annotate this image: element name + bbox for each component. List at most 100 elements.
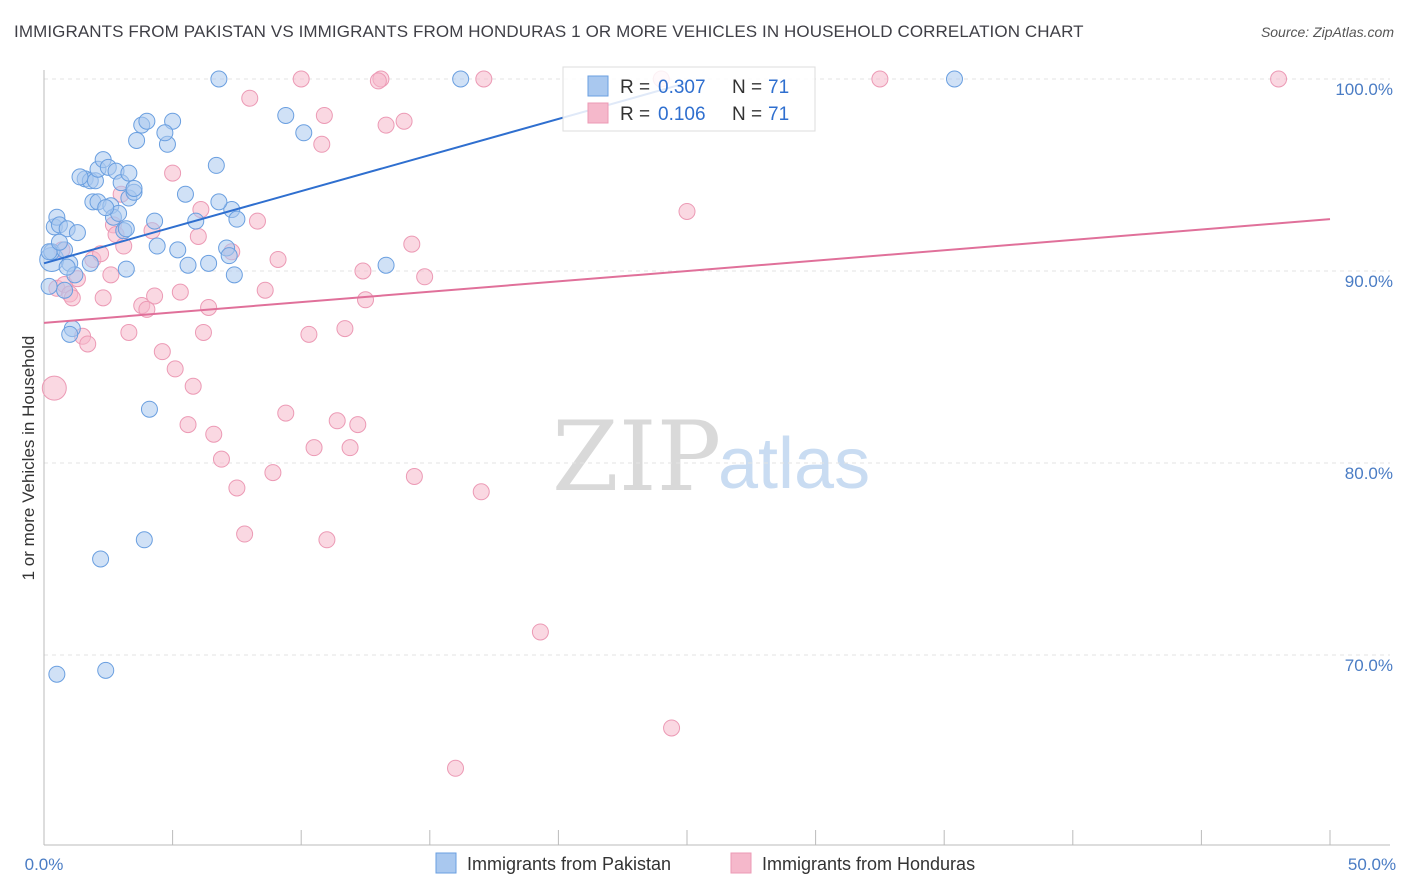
honduras-point [871, 70, 889, 88]
trend-line-honduras [43, 218, 1331, 324]
bottom-legend-swatch-pakistan [435, 852, 457, 874]
legend-swatch-honduras [587, 102, 609, 124]
pakistan-point [179, 256, 197, 274]
honduras-point [1270, 70, 1288, 88]
honduras-point [403, 235, 421, 253]
pakistan-point [56, 281, 74, 299]
honduras-point [269, 250, 287, 268]
pakistan-point [40, 277, 58, 295]
pakistan-point [220, 247, 238, 265]
legend-r-value-honduras: 0.106 [658, 104, 706, 125]
watermark-atlas: atlas [718, 424, 870, 504]
honduras-point [405, 467, 423, 485]
honduras-point [336, 320, 354, 338]
honduras-point [228, 479, 246, 497]
honduras-point [678, 202, 696, 220]
honduras-point [236, 525, 254, 543]
honduras-point [447, 759, 465, 777]
pakistan-point [228, 210, 246, 228]
honduras-point [313, 135, 331, 153]
y-axis-label: 1 or more Vehicles in Household [19, 336, 38, 581]
pakistan-point [176, 185, 194, 203]
honduras-point [292, 70, 310, 88]
honduras-point [318, 531, 336, 549]
pakistan-point [295, 124, 313, 142]
pakistan-point [48, 665, 66, 683]
honduras-point [248, 212, 266, 230]
honduras-point [153, 343, 171, 361]
pakistan-point [58, 258, 76, 276]
y-tick-label: 100.0% [1335, 80, 1393, 99]
y-tick-label: 70.0% [1345, 656, 1393, 675]
honduras-point [146, 287, 164, 305]
pakistan-point [200, 254, 218, 272]
honduras-point [120, 323, 138, 341]
pakistan-point [140, 400, 158, 418]
honduras-point [179, 416, 197, 434]
pakistan-point [135, 531, 153, 549]
honduras-point [200, 298, 218, 316]
honduras-point [305, 439, 323, 457]
honduras-point [212, 450, 230, 468]
pakistan-point [61, 325, 79, 343]
honduras-point [205, 425, 223, 443]
bottom-legend-label-pakistan: Immigrants from Pakistan [467, 854, 671, 874]
honduras-point [395, 112, 413, 130]
pakistan-point [97, 199, 115, 217]
pakistan-point [120, 164, 138, 182]
pakistan-point [156, 124, 174, 142]
honduras-point [277, 404, 295, 422]
pakistan-point [207, 156, 225, 174]
x-ticks [43, 830, 1331, 845]
honduras-point [472, 483, 490, 501]
honduras-point [369, 72, 387, 90]
pakistan-point [128, 131, 146, 149]
legend-r-label-honduras: R = [620, 104, 650, 125]
legend-n-value-honduras: 71 [768, 104, 789, 125]
pakistan-point [117, 220, 135, 238]
gridlines [44, 78, 1390, 656]
honduras-point [357, 291, 374, 309]
watermark-zip: ZIP [552, 401, 721, 513]
bottom-legend-label-honduras: Immigrants from Honduras [762, 854, 975, 874]
pakistan-point [68, 224, 86, 242]
pakistan-point [277, 106, 295, 124]
honduras-point [166, 360, 184, 378]
honduras-point [264, 464, 282, 482]
legend-r-label-pakistan: R = [620, 77, 650, 98]
legend-r-value-pakistan: 0.307 [658, 77, 706, 98]
honduras-point [171, 283, 189, 301]
pakistan-point [225, 266, 243, 284]
pakistan-point [210, 70, 228, 88]
pakistan-point [125, 179, 143, 197]
honduras-point [531, 623, 549, 641]
honduras-point [341, 439, 359, 457]
bottom-legend-swatch-honduras [730, 852, 752, 874]
watermark: ZIP atlas [552, 401, 870, 513]
honduras-point [416, 268, 434, 286]
honduras-point [194, 323, 212, 341]
pakistan-point [146, 212, 164, 230]
source-credit: Source: ZipAtlas.com [1260, 24, 1394, 40]
honduras-point [475, 70, 493, 88]
pakistan-point [71, 168, 89, 186]
honduras-point [164, 164, 182, 182]
pakistan-point [210, 193, 228, 211]
pakistan-point [50, 233, 68, 251]
pakistan-point [117, 260, 135, 278]
pakistan-point [452, 70, 470, 88]
honduras-point [41, 375, 67, 401]
honduras-point [79, 335, 97, 353]
chart-title: IMMIGRANTS FROM PAKISTAN VS IMMIGRANTS F… [14, 22, 1084, 41]
series-honduras-points [41, 70, 1288, 777]
bottom-legend: Immigrants from Pakistan Immigrants from… [435, 852, 975, 874]
honduras-point [663, 719, 681, 737]
honduras-point [349, 416, 367, 434]
legend-n-value-pakistan: 71 [768, 77, 789, 98]
x-tick-label-min: 0.0% [25, 855, 64, 874]
legend-swatch-pakistan [587, 75, 609, 97]
axes [43, 70, 1390, 846]
series-pakistan-points [39, 70, 963, 683]
honduras-point [300, 325, 318, 343]
pakistan-point [377, 256, 395, 274]
